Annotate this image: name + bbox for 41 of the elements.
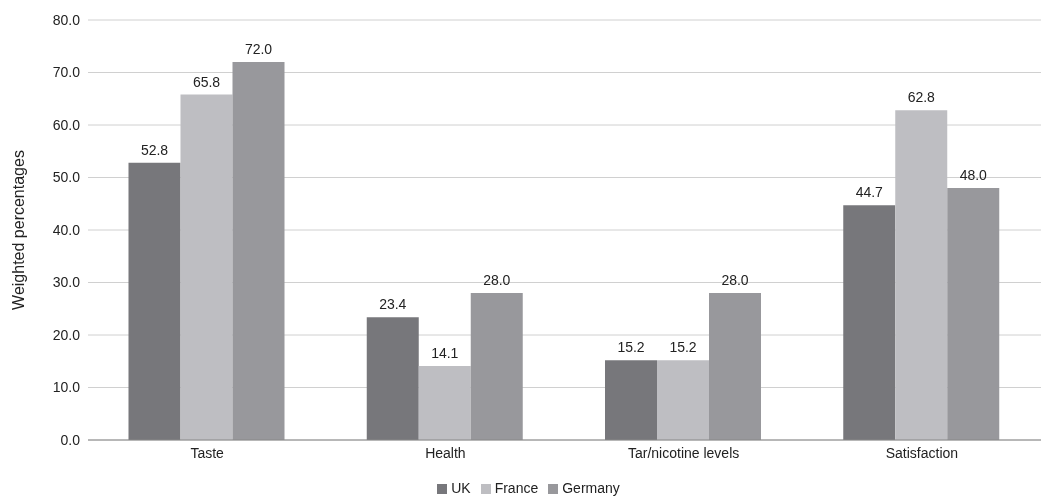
y-tick-label: 70.0 — [52, 64, 81, 81]
y-tick-label: 20.0 — [52, 326, 81, 343]
bar — [366, 317, 419, 440]
bar — [657, 360, 709, 440]
legend-label: UK — [451, 480, 471, 496]
y-tick-label: 10.0 — [52, 379, 81, 396]
data-label: 23.4 — [379, 296, 407, 313]
bar — [709, 293, 761, 440]
y-axis-title: Weighted percentages — [9, 150, 27, 310]
data-label: 52.8 — [140, 141, 169, 158]
bar — [128, 162, 181, 440]
data-label: 48.0 — [959, 167, 988, 183]
bar — [418, 365, 471, 440]
data-label: 15.2 — [617, 339, 645, 356]
data-label: 72.0 — [244, 41, 273, 57]
data-label: 65.8 — [192, 73, 221, 90]
bar — [232, 62, 285, 440]
data-label: 62.8 — [907, 89, 936, 106]
data-label: 14.1 — [431, 344, 459, 361]
y-tick-label: 50.0 — [52, 169, 81, 186]
y-tick-label: 30.0 — [52, 274, 81, 291]
y-tick-label: 0.0 — [60, 431, 81, 448]
bar — [843, 205, 896, 440]
legend-label: France — [494, 480, 539, 496]
x-tick-label: Taste — [190, 444, 225, 461]
legend-label: Germany — [562, 480, 620, 496]
data-label: 15.2 — [669, 339, 697, 356]
data-label: 44.7 — [855, 184, 884, 201]
bar — [895, 110, 948, 440]
data-label: 28.0 — [483, 272, 511, 288]
y-tick-label: 60.0 — [52, 116, 81, 133]
y-tick-label: 80.0 — [52, 11, 81, 28]
data-label: 28.0 — [721, 272, 749, 288]
bar — [947, 188, 1000, 440]
x-tick-label: Tar/nicotine levels — [627, 444, 740, 461]
y-tick-label: 40.0 — [52, 221, 81, 238]
bar — [180, 94, 233, 440]
x-tick-label: Health — [425, 444, 466, 461]
bar — [470, 293, 523, 440]
bar — [605, 360, 657, 440]
x-tick-label: Satisfaction — [885, 444, 959, 461]
